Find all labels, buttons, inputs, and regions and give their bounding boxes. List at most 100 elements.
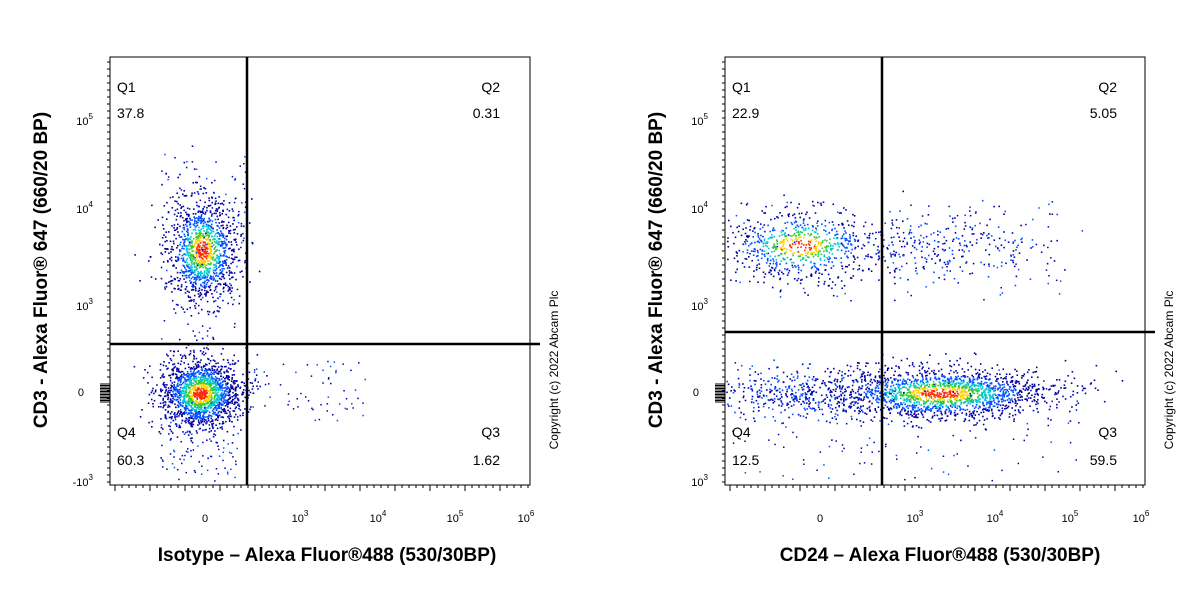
event-dot <box>186 225 188 227</box>
event-dot <box>832 247 834 250</box>
event-dot <box>244 385 247 387</box>
event-dot <box>195 222 198 225</box>
event-dot <box>828 261 830 263</box>
event-dot <box>206 422 208 424</box>
event-dot <box>895 397 897 400</box>
event-dot <box>218 401 220 404</box>
event-dot <box>993 205 995 208</box>
event-dot <box>807 294 809 296</box>
event-dot <box>971 233 974 235</box>
event-dot <box>224 396 226 398</box>
event-dot <box>975 242 978 244</box>
event-dot <box>780 242 782 244</box>
event-dot <box>817 255 819 257</box>
event-dot <box>209 380 211 382</box>
event-dot <box>829 245 832 248</box>
x-axis-title: Isotype – Alexa Fluor®488 (530/30BP) <box>158 545 497 566</box>
event-dot <box>861 375 864 378</box>
event-dot <box>176 276 179 279</box>
event-dot <box>927 381 929 384</box>
event-dot <box>200 188 202 190</box>
event-dot <box>192 371 195 374</box>
event-dot <box>211 379 213 381</box>
event-dot <box>956 390 958 393</box>
event-dot <box>185 254 187 256</box>
event-dot <box>189 259 192 261</box>
event-dot <box>772 260 775 262</box>
event-dot <box>205 416 207 418</box>
event-dot <box>185 223 187 226</box>
event-dot <box>198 401 201 404</box>
event-dot <box>189 269 192 272</box>
event-dot <box>194 220 196 223</box>
event-dot <box>167 178 169 181</box>
event-dot <box>216 393 218 396</box>
event-dot <box>227 403 229 406</box>
event-dot <box>938 370 940 372</box>
event-dot <box>878 375 881 378</box>
event-dot <box>1015 275 1018 278</box>
event-dot <box>813 245 816 248</box>
event-dot <box>217 380 219 383</box>
event-dot <box>966 376 969 378</box>
event-dot <box>954 386 956 389</box>
event-dot <box>179 225 181 228</box>
event-dot <box>208 260 211 262</box>
event-dot <box>937 377 940 379</box>
event-dot <box>198 260 200 263</box>
event-dot <box>208 220 211 223</box>
event-dot <box>177 258 179 261</box>
event-dot <box>212 230 215 233</box>
event-dot <box>973 383 975 386</box>
event-dot <box>224 386 227 389</box>
event-dot <box>223 447 225 449</box>
event-dot <box>172 350 175 353</box>
event-dot <box>229 288 231 291</box>
event-dot <box>175 303 178 306</box>
event-dot <box>188 390 191 393</box>
event-dot <box>894 282 896 285</box>
event-dot <box>234 388 237 391</box>
event-dot <box>210 282 213 284</box>
event-dot <box>209 438 211 440</box>
event-dot <box>206 335 209 337</box>
event-dot <box>900 387 902 390</box>
event-dot <box>964 225 967 227</box>
event-dot <box>197 238 200 240</box>
event-dot <box>210 257 212 259</box>
event-dot <box>882 416 885 419</box>
event-dot <box>350 369 352 372</box>
event-dot <box>861 269 864 272</box>
event-dot <box>933 239 936 242</box>
event-dot <box>244 171 247 173</box>
event-dot <box>169 379 172 382</box>
event-dot <box>963 381 965 383</box>
event-dot <box>173 234 176 236</box>
event-dot <box>766 242 768 245</box>
event-dot <box>224 399 227 402</box>
event-dot <box>235 463 237 466</box>
event-dot <box>199 389 202 391</box>
event-dot <box>794 238 797 241</box>
event-dot <box>200 407 203 409</box>
event-dot <box>972 390 974 392</box>
event-dot <box>1016 246 1018 249</box>
event-dot <box>230 468 232 470</box>
event-dot <box>165 231 167 233</box>
event-dot <box>769 269 772 271</box>
event-dot <box>235 238 237 241</box>
event-dot <box>892 253 894 256</box>
event-dot <box>197 239 200 241</box>
event-dot <box>772 247 775 249</box>
event-dot <box>195 241 198 244</box>
event-dot <box>212 275 214 278</box>
event-dot <box>215 384 217 386</box>
event-dot <box>206 372 209 374</box>
event-dot <box>189 399 192 402</box>
event-dot <box>229 282 231 285</box>
event-dot <box>868 268 870 271</box>
event-dot <box>210 277 213 279</box>
event-dot <box>196 416 199 418</box>
event-dot <box>170 248 172 250</box>
event-dot <box>893 276 896 279</box>
